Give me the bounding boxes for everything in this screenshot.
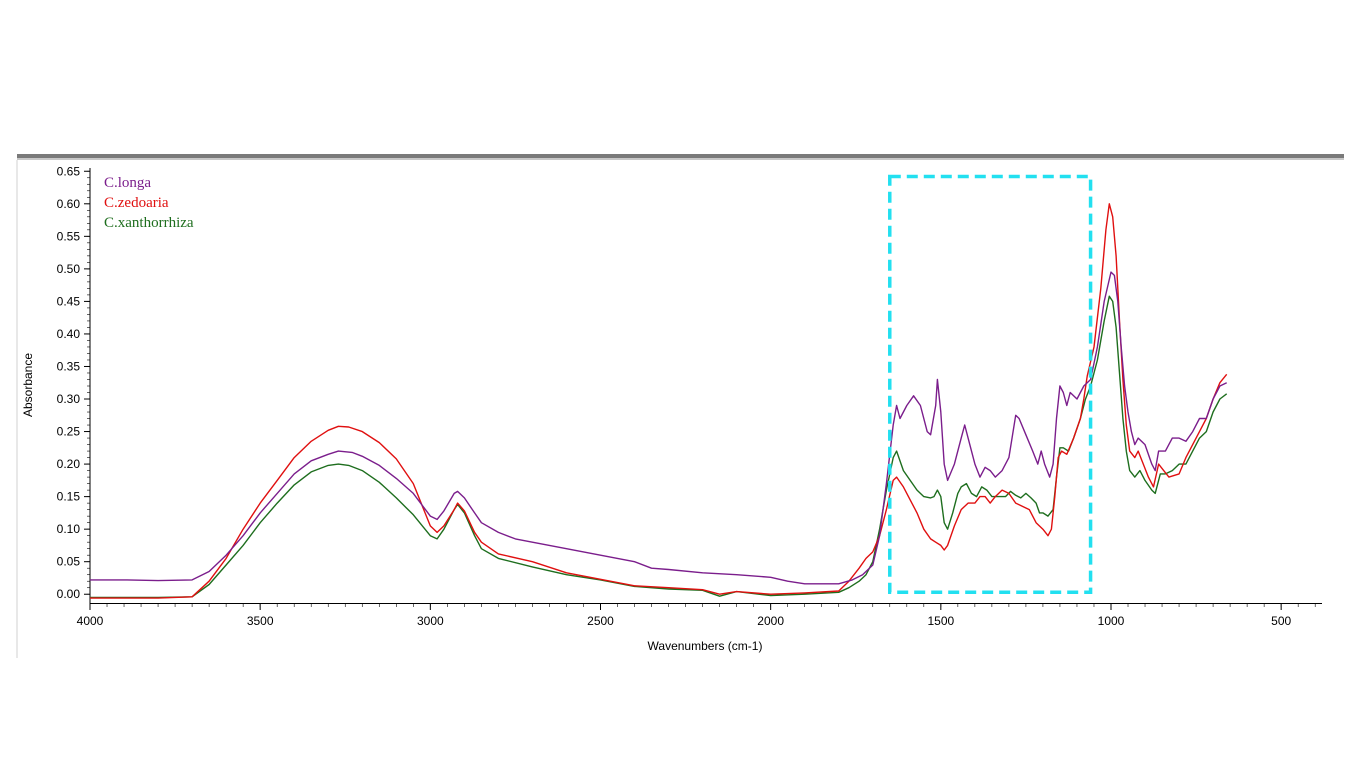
series-line-c-xanthorrhiza — [90, 295, 1228, 599]
y-axis-ticks: 0.00 0.05 0.10 0.15 0.20 0.25 0.30 0.35 0.40 0.45… — [57, 164, 90, 601]
legend-entry: C.zedoaria — [104, 195, 169, 211]
legend-entry: C.xanthorrhiza — [104, 215, 194, 231]
y-tick-label: 0.10 — [57, 522, 81, 536]
y-tick-label: 0.00 — [57, 587, 81, 601]
legend-entry: C.longa — [104, 175, 151, 191]
highlight-region-box — [888, 174, 1093, 595]
x-axis-title: Wavenumbers (cm-1) — [648, 639, 763, 653]
y-tick-label: 0.65 — [57, 164, 81, 178]
y-tick-label: 0.20 — [57, 457, 81, 471]
chart-window-top-border — [17, 154, 1344, 158]
y-tick-label: 0.05 — [57, 555, 81, 569]
y-tick-label: 0.40 — [57, 327, 81, 341]
series-line-c-longa — [90, 271, 1228, 585]
chart-window-top-border-shadow — [17, 158, 1344, 160]
y-tick-label: 0.50 — [57, 262, 81, 276]
y-tick-label: 0.30 — [57, 392, 81, 406]
x-axis-ticks: 4000 3500 3000 2500 2000 1500 1000 500 — [77, 604, 1316, 628]
x-tick-label: 500 — [1271, 614, 1291, 628]
y-axis-title: Absorbance — [21, 353, 35, 417]
x-tick-label: 1500 — [927, 614, 954, 628]
y-tick-label: 0.60 — [57, 197, 81, 211]
x-tick-label: 1000 — [1098, 614, 1125, 628]
y-tick-label: 0.55 — [57, 229, 81, 243]
x-tick-label: 4000 — [77, 614, 104, 628]
y-tick-label: 0.25 — [57, 425, 81, 439]
x-tick-label: 2000 — [757, 614, 784, 628]
x-tick-label: 3500 — [247, 614, 274, 628]
series-layer — [90, 203, 1228, 599]
y-tick-label: 0.15 — [57, 490, 81, 504]
y-tick-label: 0.45 — [57, 294, 81, 308]
series-line-c-zedoaria — [90, 203, 1228, 599]
x-tick-label: 2500 — [587, 614, 614, 628]
y-tick-label: 0.35 — [57, 359, 81, 373]
x-tick-label: 3000 — [417, 614, 444, 628]
legend: C.longa C.zedoaria C.xanthorrhiza — [104, 175, 194, 231]
